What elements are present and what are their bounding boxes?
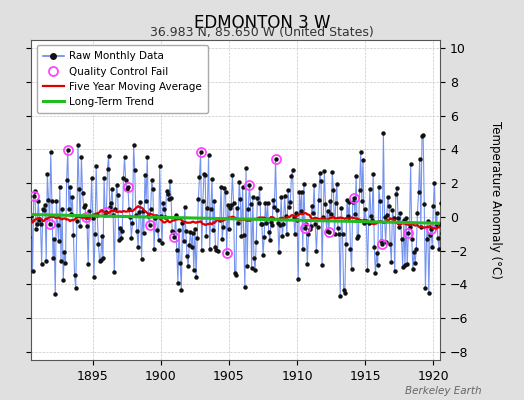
Y-axis label: Temperature Anomaly (°C): Temperature Anomaly (°C): [489, 121, 502, 279]
Legend: Raw Monthly Data, Quality Control Fail, Five Year Moving Average, Long-Term Tren: Raw Monthly Data, Quality Control Fail, …: [37, 45, 208, 113]
Text: Berkeley Earth: Berkeley Earth: [406, 386, 482, 396]
Text: EDMONTON 3 W: EDMONTON 3 W: [194, 14, 330, 32]
Text: 36.983 N, 85.650 W (United States): 36.983 N, 85.650 W (United States): [150, 26, 374, 39]
